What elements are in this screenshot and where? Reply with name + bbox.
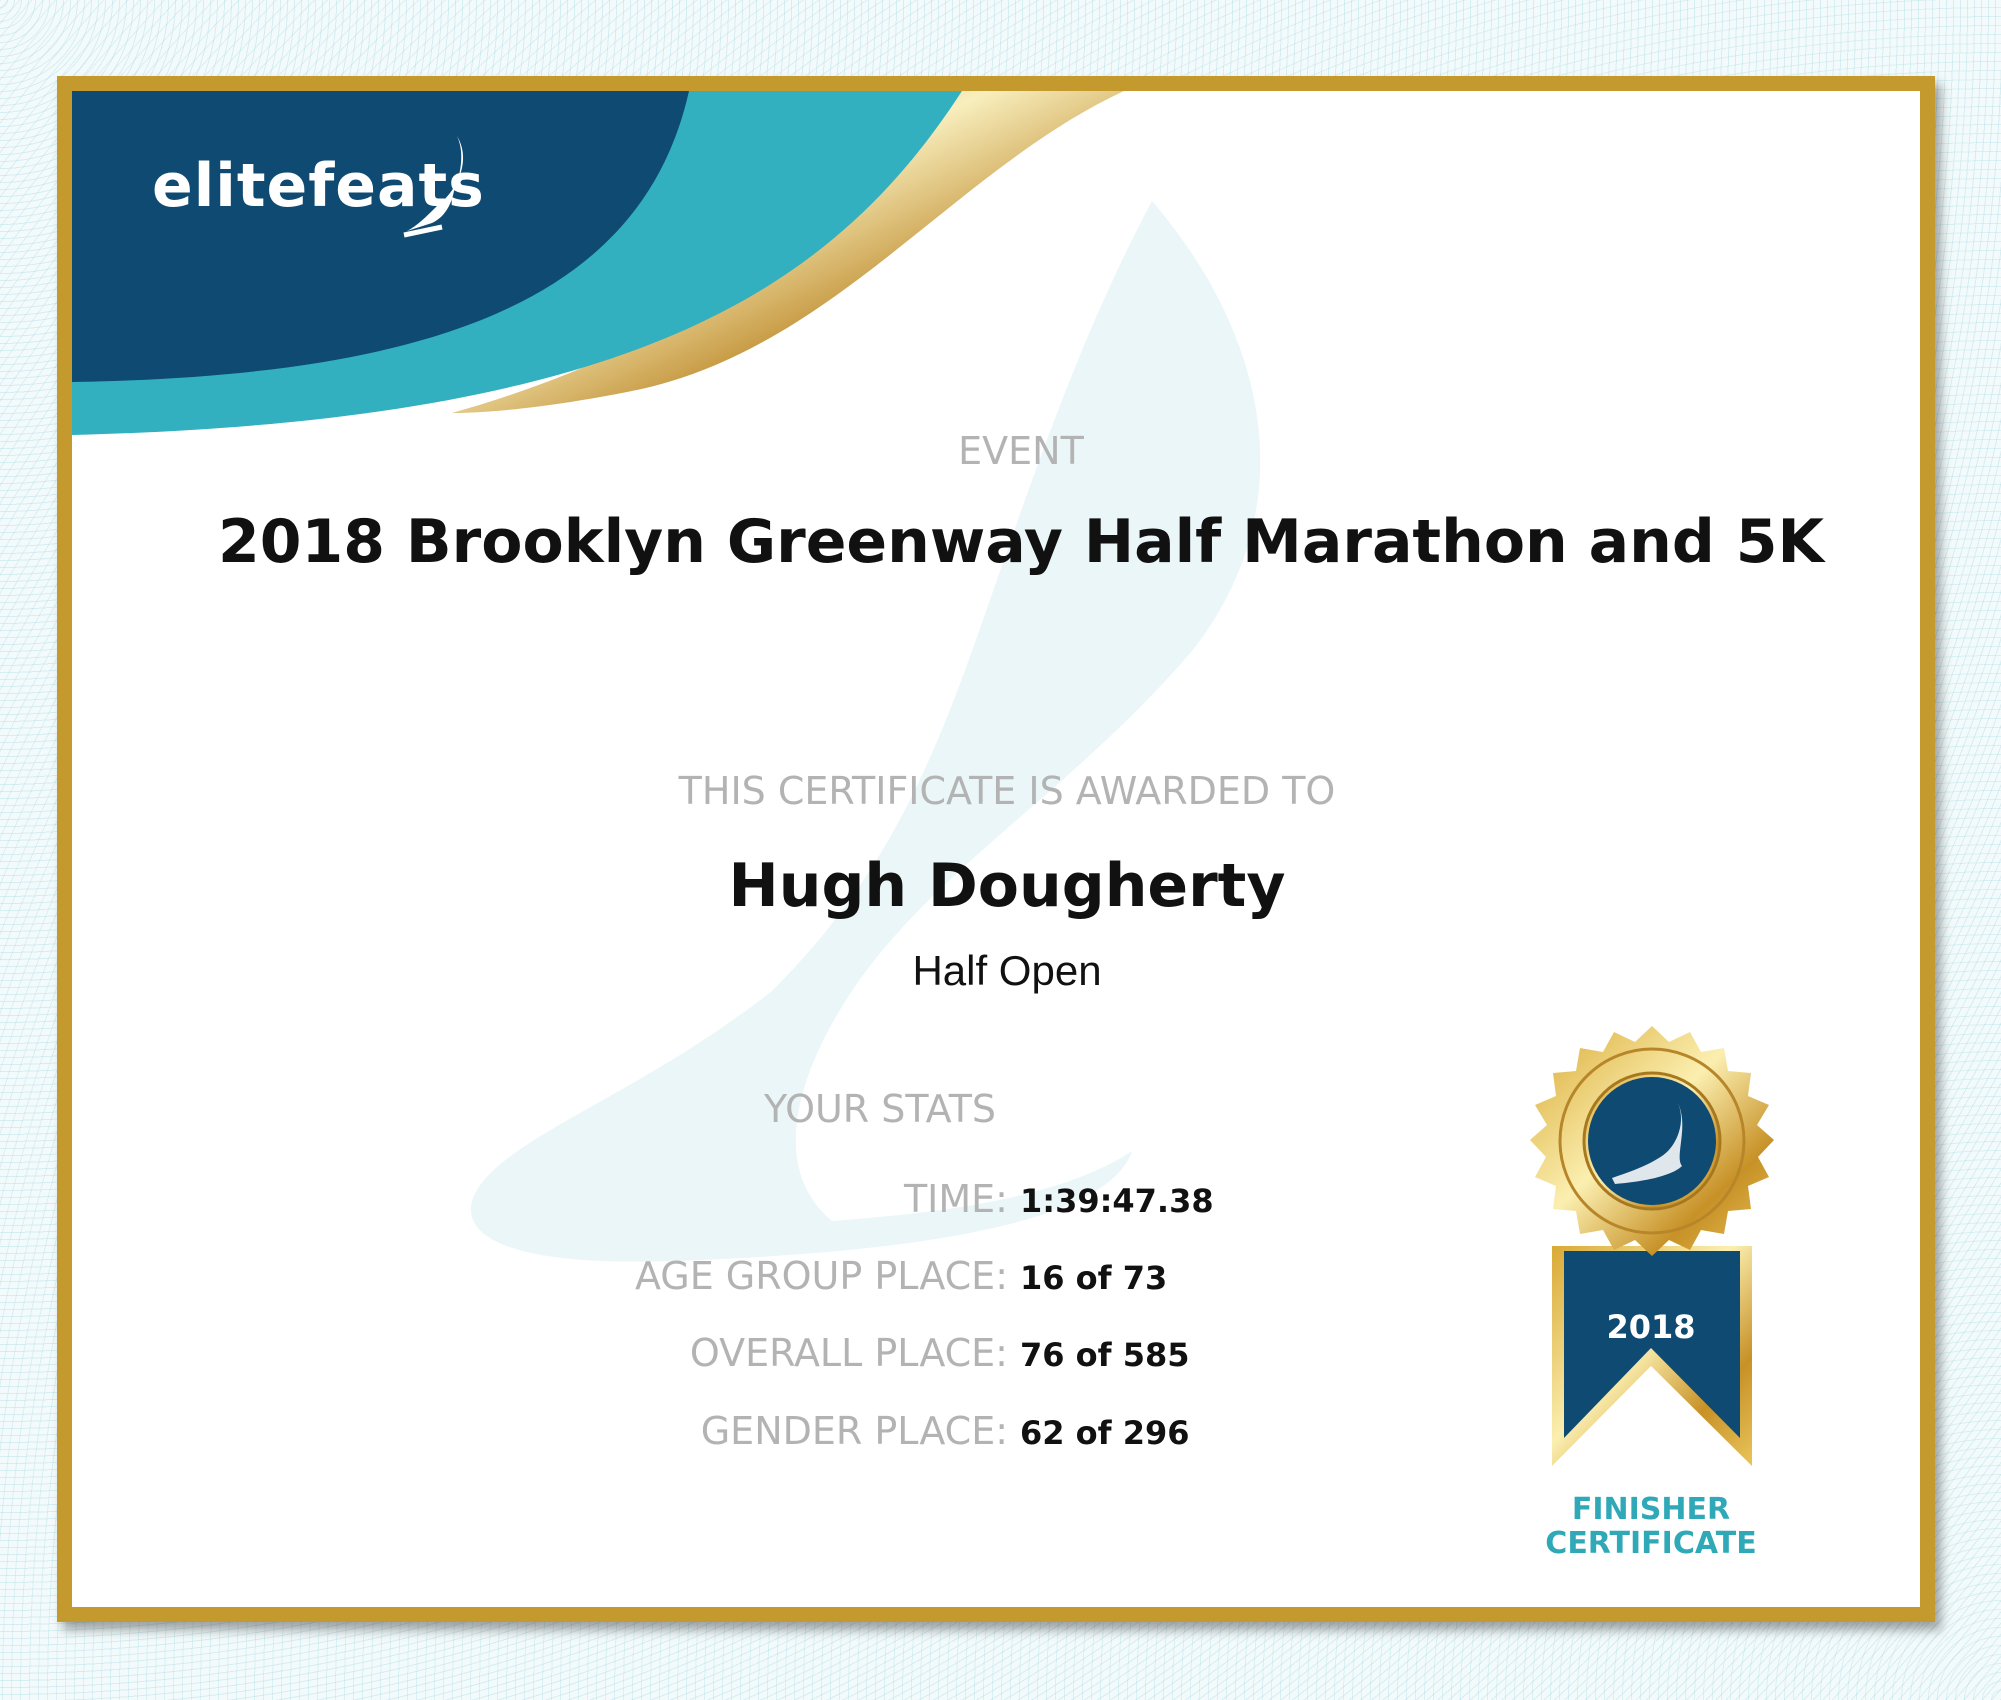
stat-value: 76 of 585	[1020, 1336, 1190, 1374]
awarded-to-label: THIS CERTIFICATE IS AWARDED TO	[678, 769, 1336, 813]
stat-row-age-group: AGE GROUP PLACE: 16 of 73	[72, 1254, 1920, 1304]
stat-label: OVERALL PLACE:	[689, 1331, 1008, 1375]
winged-foot-watermark-icon	[470, 201, 1261, 1262]
finisher-line1: FINISHER	[1571, 1492, 1731, 1527]
finisher-line2: CERTIFICATE	[1545, 1526, 1757, 1561]
stat-value: 16 of 73	[1020, 1259, 1168, 1297]
finisher-medal: 2018	[1530, 1026, 1774, 1466]
event-label: EVENT	[958, 429, 1084, 473]
header-wave	[72, 91, 1124, 435]
division: Half Open	[912, 947, 1102, 994]
winged-foot-icon	[1612, 1101, 1683, 1184]
stat-row-overall: OVERALL PLACE: 76 of 585	[72, 1331, 1920, 1381]
stat-value: 1:39:47.38	[1020, 1182, 1214, 1220]
medal-year: 2018	[1606, 1308, 1695, 1346]
stat-label: AGE GROUP PLACE:	[634, 1254, 1008, 1298]
recipient-name: Hugh Dougherty	[728, 851, 1286, 921]
event-title: 2018 Brooklyn Greenway Half Marathon and…	[218, 507, 1824, 577]
certificate: elitefeats EVENT 2018 Brooklyn Greenway …	[57, 76, 1935, 1622]
stat-row-time: TIME: 1:39:47.38	[72, 1177, 1920, 1227]
stat-label: GENDER PLACE:	[700, 1409, 1008, 1453]
stat-label: TIME:	[903, 1177, 1008, 1221]
finisher-certificate-label: FINISHER CERTIFICATE	[1545, 1493, 1756, 1561]
stat-row-gender: GENDER PLACE: 62 of 296	[72, 1409, 1920, 1459]
winged-foot-logo-icon	[403, 136, 464, 238]
elitefeats-logo: elitefeats	[152, 151, 485, 221]
stat-value: 62 of 296	[1020, 1414, 1190, 1452]
your-stats-label: YOUR STATS	[763, 1087, 997, 1131]
